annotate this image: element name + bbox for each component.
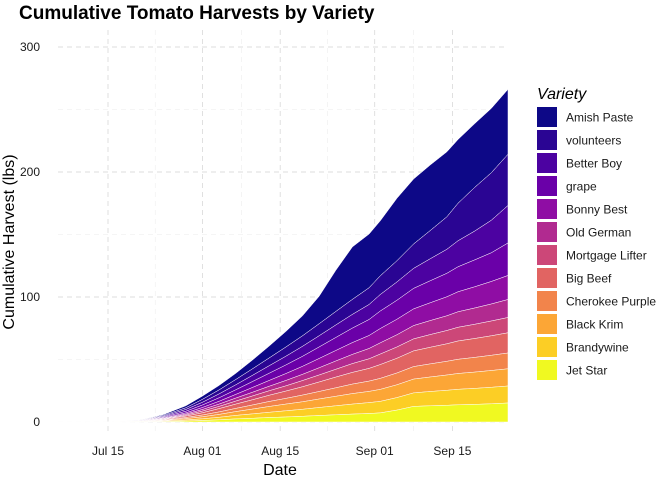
legend-swatch-brandywine: [537, 337, 557, 357]
legend-swatch-cherokee-purple: [537, 291, 557, 311]
chart-title: Cumulative Tomato Harvests by Variety: [19, 3, 375, 24]
legend-swatch-volunteers: [537, 130, 557, 150]
legend-swatch-bonny-best: [537, 199, 557, 219]
y-axis-ticks: 0 100 200 300: [20, 40, 40, 429]
legend-label-mortgage-lifter: Mortgage Lifter: [566, 249, 647, 263]
x-axis-title: Date: [263, 462, 297, 479]
y-tick-label: 300: [20, 40, 40, 54]
x-tick-label: Sep 01: [356, 444, 394, 458]
legend-label-bonny-best: Bonny Best: [566, 203, 628, 217]
legend-swatch-amish-paste: [537, 107, 557, 127]
y-tick-label: 200: [20, 165, 40, 179]
y-axis-title: Cumulative Harvest (lbs): [1, 154, 18, 329]
legend-label-better-boy: Better Boy: [566, 157, 622, 171]
legend-swatch-better-boy: [537, 153, 557, 173]
y-tick-label: 100: [20, 290, 40, 304]
y-tick-label: 0: [33, 415, 40, 429]
legend-title: Variety: [537, 86, 587, 103]
legend-label-grape: grape: [566, 180, 597, 194]
legend-swatch-mortgage-lifter: [537, 245, 557, 265]
x-tick-label: Jul 15: [92, 444, 124, 458]
legend-swatch-black-krim: [537, 314, 557, 334]
legend-label-black-krim: Black Krim: [566, 318, 623, 332]
legend: Variety Amish Paste volunteers Better Boy g…: [537, 86, 656, 380]
legend-label-jet-star: Jet Star: [566, 364, 607, 378]
area-jet-star: [58, 402, 509, 423]
legend-swatch-old-german: [537, 222, 557, 242]
legend-swatch-jet-star: [537, 360, 557, 380]
legend-label-old-german: Old German: [566, 226, 631, 240]
legend-label-cherokee-purple: Cherokee Purple: [566, 295, 656, 309]
area-series: [58, 88, 509, 423]
x-tick-label: Aug 01: [183, 444, 221, 458]
x-axis-ticks: Jul 15 Aug 01 Aug 15 Sep 01 Sep 15: [92, 444, 472, 458]
legend-label-amish-paste: Amish Paste: [566, 111, 634, 125]
x-tick-label: Aug 15: [261, 444, 299, 458]
legend-label-brandywine: Brandywine: [566, 341, 629, 355]
legend-label-volunteers: volunteers: [566, 134, 621, 148]
legend-label-big-beef: Big Beef: [566, 272, 612, 286]
x-tick-label: Sep 15: [433, 444, 471, 458]
legend-swatch-grape: [537, 176, 557, 196]
legend-swatch-big-beef: [537, 268, 557, 288]
